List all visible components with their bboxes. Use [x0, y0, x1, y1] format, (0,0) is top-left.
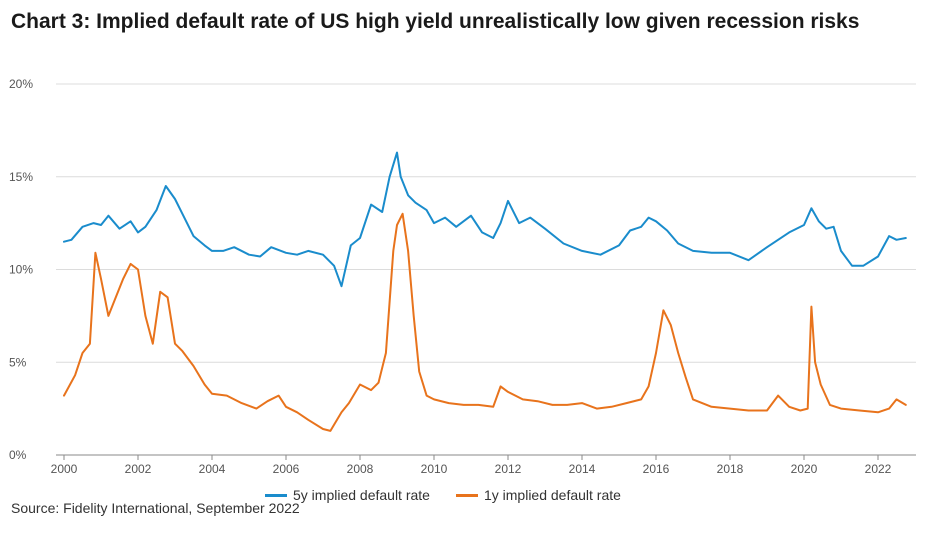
- x-tick-label: 2002: [125, 462, 152, 476]
- x-axis: 2000 2002 2004 2006 2008 2010 2012 2014 2016 2018…: [51, 454, 916, 476]
- chart-title: Chart 3: Implied default rate of US high…: [11, 10, 860, 33]
- x-tick-label: 2020: [791, 462, 818, 476]
- y-tick-label: 5%: [9, 355, 27, 369]
- legend-label-1y: 1y implied default rate: [483, 487, 621, 503]
- gridlines: [56, 83, 916, 363]
- x-tick-label: 2012: [495, 462, 522, 476]
- x-tick-label: 2006: [273, 462, 300, 476]
- y-tick-label: 15%: [9, 170, 33, 184]
- x-tick-label: 2022: [865, 462, 892, 476]
- y-tick-label: 10%: [9, 263, 33, 277]
- x-tick-label: 2018: [717, 462, 744, 476]
- legend-swatch-5y: [265, 493, 287, 497]
- legend-swatch-1y: [455, 493, 478, 497]
- series-line-1y: [63, 212, 907, 432]
- y-tick-label: 0%: [9, 448, 27, 462]
- series-line-5y: [63, 151, 907, 288]
- x-tick-label: 2000: [51, 462, 78, 476]
- x-tick-label: 2014: [569, 462, 596, 476]
- legend-label-5y: 5y implied default rate: [293, 487, 430, 503]
- x-tick-label: 2004: [199, 462, 226, 476]
- y-tick-label: 20%: [9, 77, 33, 91]
- source-note: Source: Fidelity International, Septembe…: [11, 500, 300, 516]
- legend-item-5y: 5y implied default rate: [265, 487, 430, 503]
- x-tick-label: 2016: [643, 462, 670, 476]
- legend-item-1y: 1y implied default rate: [455, 487, 621, 503]
- x-tick-label: 2010: [421, 462, 448, 476]
- x-tick-label: 2008: [347, 462, 374, 476]
- legend: 5y implied default rate 1y implied defau…: [265, 487, 621, 503]
- y-axis-labels: 0% 5% 10% 15% 20%: [9, 77, 33, 462]
- series-lines: [63, 151, 907, 432]
